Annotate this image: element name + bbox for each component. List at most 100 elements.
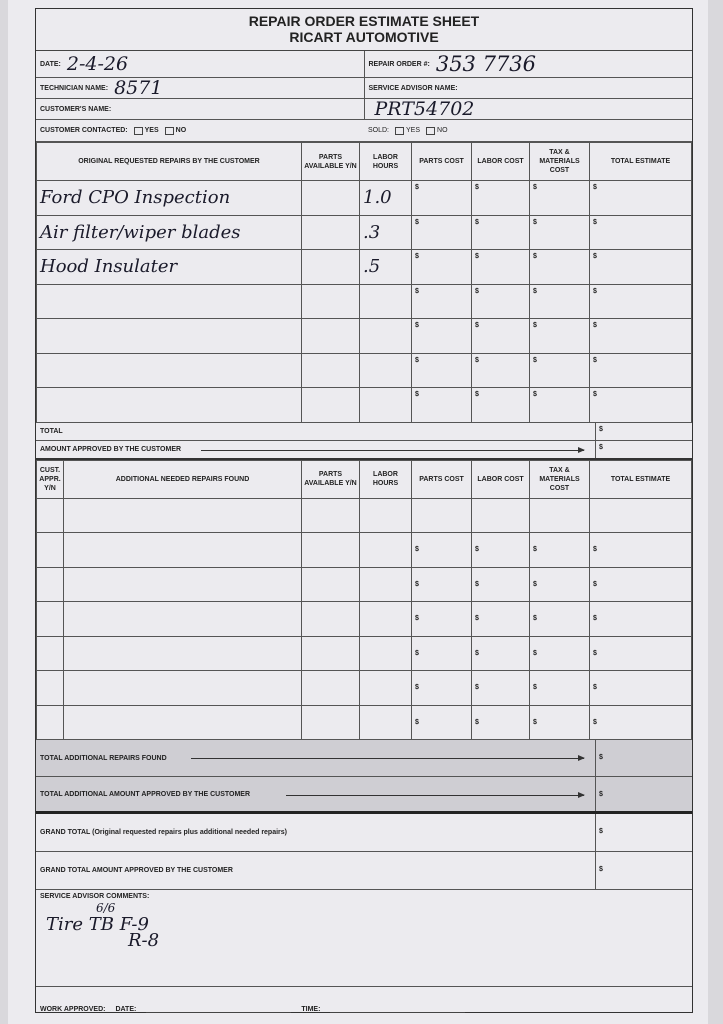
repair-description-cell[interactable] — [63, 670, 302, 706]
cost-cell[interactable]: $ — [529, 283, 590, 319]
cost-cell[interactable]: $ — [529, 635, 590, 671]
labor-hours-cell[interactable] — [359, 566, 412, 602]
cost-cell[interactable]: $ — [589, 180, 692, 216]
cost-cell[interactable]: $ — [529, 566, 590, 602]
cost-cell[interactable]: $ — [589, 566, 692, 602]
parts-available-cell[interactable] — [301, 635, 360, 671]
cost-cell[interactable]: $ — [411, 566, 472, 602]
sold-yes-checkbox[interactable] — [395, 126, 405, 135]
cost-cell[interactable]: $ — [529, 601, 590, 637]
cost-cell[interactable]: $ — [411, 180, 472, 216]
cost-cell[interactable]: $ — [411, 318, 472, 354]
labor-hours-cell[interactable]: 1.0 — [359, 180, 412, 216]
parts-available-cell[interactable] — [301, 387, 360, 423]
parts-available-cell[interactable] — [301, 497, 360, 533]
cost-cell[interactable]: $ — [589, 704, 692, 740]
cust-approved-cell[interactable] — [36, 532, 64, 568]
cost-cell[interactable] — [471, 497, 530, 533]
parts-available-cell[interactable] — [301, 283, 360, 319]
labor-hours-cell[interactable] — [359, 318, 412, 354]
cost-cell[interactable]: $ — [471, 352, 530, 388]
cost-cell[interactable]: $ — [471, 387, 530, 423]
date-field[interactable]: DATE: 2-4-26 — [36, 51, 364, 77]
parts-available-cell[interactable] — [301, 214, 360, 250]
parts-available-cell[interactable] — [301, 601, 360, 637]
labor-hours-cell[interactable] — [359, 601, 412, 637]
cost-cell[interactable]: $ — [529, 387, 590, 423]
repair-description-cell[interactable] — [63, 497, 302, 533]
cost-cell[interactable]: $ — [411, 283, 472, 319]
cost-cell[interactable]: $ — [471, 670, 530, 706]
technician-field[interactable]: TECHNICIAN NAME: 8571 — [36, 78, 364, 98]
cost-cell[interactable]: $ — [471, 249, 530, 285]
labor-hours-cell[interactable] — [359, 670, 412, 706]
repair-description-cell[interactable] — [36, 318, 302, 354]
cost-cell[interactable]: $ — [529, 670, 590, 706]
cost-cell[interactable]: $ — [529, 318, 590, 354]
cost-cell[interactable]: $ — [471, 283, 530, 319]
cost-cell[interactable]: $ — [471, 318, 530, 354]
cost-cell[interactable]: $ — [411, 249, 472, 285]
cost-cell[interactable]: $ — [411, 214, 472, 250]
cost-cell[interactable]: $ — [471, 601, 530, 637]
parts-available-cell[interactable] — [301, 180, 360, 216]
parts-available-cell[interactable] — [301, 249, 360, 285]
cost-cell[interactable]: $ — [589, 670, 692, 706]
contacted-no-checkbox[interactable] — [164, 126, 174, 135]
cost-cell[interactable]: $ — [589, 283, 692, 319]
repair-description-cell[interactable] — [63, 566, 302, 602]
parts-available-cell[interactable] — [301, 352, 360, 388]
cost-cell[interactable]: $ — [589, 532, 692, 568]
cost-cell[interactable]: $ — [411, 532, 472, 568]
cost-cell[interactable]: $ — [411, 635, 472, 671]
service-advisor-field[interactable]: SERVICE ADVISOR NAME: — [363, 78, 693, 98]
cost-cell[interactable]: $ — [529, 532, 590, 568]
repair-order-field[interactable]: REPAIR ORDER #: 353 7736 — [363, 51, 693, 77]
comments-section[interactable]: SERVICE ADVISOR COMMENTS: Tire TB F-9 6/… — [36, 890, 692, 987]
repair-description-cell[interactable] — [63, 601, 302, 637]
parts-available-cell[interactable] — [301, 532, 360, 568]
customer-name-value-area[interactable]: PRT54702 — [363, 99, 693, 119]
labor-hours-cell[interactable] — [359, 704, 412, 740]
labor-hours-cell[interactable] — [359, 352, 412, 388]
cost-cell[interactable]: $ — [529, 704, 590, 740]
cust-approved-cell[interactable] — [36, 635, 64, 671]
labor-hours-cell[interactable] — [359, 387, 412, 423]
repair-description-cell[interactable] — [63, 532, 302, 568]
cost-cell[interactable]: $ — [471, 532, 530, 568]
date-line-input[interactable] — [146, 1012, 292, 1013]
cost-cell[interactable] — [589, 497, 692, 533]
repair-description-cell[interactable] — [63, 635, 302, 671]
cost-cell[interactable]: $ — [589, 214, 692, 250]
cust-approved-cell[interactable] — [36, 670, 64, 706]
cost-cell[interactable]: $ — [589, 387, 692, 423]
customer-name-field[interactable]: CUSTOMER'S NAME: — [36, 99, 364, 119]
time-line-input[interactable] — [330, 1012, 466, 1013]
cost-cell[interactable]: $ — [529, 352, 590, 388]
cost-cell[interactable]: $ — [411, 387, 472, 423]
cost-cell[interactable]: $ — [589, 249, 692, 285]
labor-hours-cell[interactable]: .5 — [359, 249, 412, 285]
sold-no-checkbox[interactable] — [426, 126, 436, 135]
repair-description-cell[interactable]: Hood Insulater — [36, 249, 302, 285]
repair-description-cell[interactable] — [36, 283, 302, 319]
cost-cell[interactable]: $ — [471, 566, 530, 602]
cost-cell[interactable]: $ — [589, 352, 692, 388]
cost-cell[interactable]: $ — [411, 601, 472, 637]
cost-cell[interactable]: $ — [471, 214, 530, 250]
repair-description-cell[interactable] — [36, 352, 302, 388]
parts-available-cell[interactable] — [301, 670, 360, 706]
cost-cell[interactable] — [529, 497, 590, 533]
contacted-yes-checkbox[interactable] — [133, 126, 143, 135]
cost-cell[interactable]: $ — [471, 635, 530, 671]
cust-approved-cell[interactable] — [36, 497, 64, 533]
labor-hours-cell[interactable] — [359, 497, 412, 533]
cost-cell[interactable]: $ — [529, 249, 590, 285]
cost-cell[interactable]: $ — [411, 670, 472, 706]
repair-description-cell[interactable]: Ford CPO Inspection — [36, 180, 302, 216]
cost-cell[interactable]: $ — [471, 180, 530, 216]
cost-cell[interactable]: $ — [589, 601, 692, 637]
labor-hours-cell[interactable] — [359, 635, 412, 671]
cost-cell[interactable]: $ — [589, 635, 692, 671]
labor-hours-cell[interactable] — [359, 283, 412, 319]
